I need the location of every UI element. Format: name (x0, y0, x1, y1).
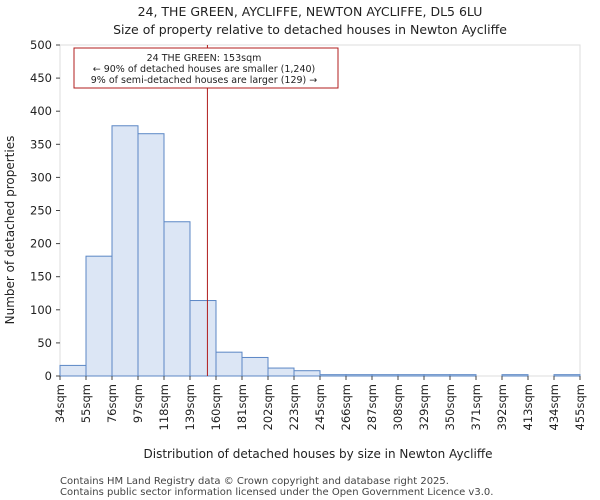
bar-350sqm (449, 374, 477, 377)
x-tick-label: 371sqm (469, 384, 483, 430)
chart-subtitle: Size of property relative to detached ho… (113, 22, 507, 37)
bar-97sqm (137, 133, 165, 377)
y-axis-label: Number of detached properties (3, 136, 17, 325)
bar-223sqm (293, 370, 321, 377)
x-tick-label: 245sqm (313, 384, 327, 430)
x-tick-label: 266sqm (339, 384, 353, 430)
x-tick-label: 308sqm (391, 384, 405, 430)
y-tick-label: 0 (45, 369, 52, 383)
y-axis-ticks: 0 50 100 150 200 250 300 350 400 450 500 (30, 38, 60, 383)
annotation-frame (73, 47, 339, 89)
bar-202sqm (267, 367, 295, 377)
annotation-line-3: 9% of semi-detached houses are larger (1… (91, 75, 318, 86)
bar-287sqm (371, 374, 399, 377)
x-tick-label: 202sqm (261, 384, 275, 430)
x-tick-label: 76sqm (105, 384, 119, 423)
bar-118sqm (163, 221, 191, 377)
x-tick-label: 329sqm (417, 384, 431, 430)
x-axis-label: Distribution of detached houses by size … (144, 447, 493, 461)
bar-34sqm (59, 364, 87, 377)
x-tick-label: 34sqm (53, 384, 67, 423)
y-tick-label: 200 (30, 237, 52, 251)
bar-329sqm (423, 374, 451, 377)
x-tick-label: 350sqm (443, 384, 457, 430)
y-tick-label: 400 (30, 104, 52, 118)
bar-308sqm (397, 374, 425, 377)
footer-line-1: Contains HM Land Registry data © Crown c… (60, 476, 449, 487)
y-tick-label: 250 (30, 204, 52, 218)
x-tick-label: 97sqm (131, 384, 145, 423)
bar-266sqm (345, 374, 373, 377)
x-tick-label: 181sqm (235, 384, 249, 430)
y-tick-label: 300 (30, 170, 52, 184)
x-tick-label: 434sqm (547, 384, 561, 430)
y-tick-label: 450 (30, 71, 52, 85)
x-tick-label: 392sqm (495, 384, 509, 430)
y-tick-label: 50 (37, 336, 52, 350)
bar-434sqm (553, 374, 581, 377)
bar-392sqm (501, 374, 529, 377)
y-tick-label: 350 (30, 137, 52, 151)
y-tick-label: 100 (30, 303, 52, 317)
x-tick-label: 55sqm (79, 384, 93, 423)
x-axis-ticks: 34sqm 55sqm 76sqm 97sqm 118sqm 139sqm 160sqm 18… (53, 376, 587, 430)
plot-area: 0 50 100 150 200 250 300 350 400 450 500 34sqm 55sq… (30, 38, 587, 430)
bar-181sqm (241, 356, 269, 377)
annotation-line-1: 24 THE GREEN: 153sqm (147, 53, 262, 64)
x-tick-label: 118sqm (157, 384, 171, 430)
x-tick-label: 160sqm (209, 384, 223, 430)
y-tick-label: 150 (30, 270, 52, 284)
chart-title: 24, THE GREEN, AYCLIFFE, NEWTON AYCLIFFE… (138, 4, 483, 19)
x-tick-label: 455sqm (573, 384, 587, 430)
bar-139sqm (189, 300, 217, 377)
x-tick-label: 413sqm (521, 384, 535, 430)
bar-245sqm (319, 374, 347, 377)
annotation-box: 24 THE GREEN: 153sqm ← 90% of detached h… (73, 47, 339, 89)
annotation-line-2: ← 90% of detached houses are smaller (1,… (93, 64, 316, 75)
x-tick-label: 287sqm (365, 384, 379, 430)
bars (59, 125, 581, 377)
footer-line-2: Contains public sector information licen… (60, 487, 493, 498)
bar-160sqm (215, 351, 243, 377)
x-tick-label: 223sqm (287, 384, 301, 430)
y-tick-label: 500 (30, 38, 52, 52)
bar-76sqm (111, 125, 139, 377)
x-tick-label: 139sqm (183, 384, 197, 430)
bar-55sqm (85, 255, 113, 377)
